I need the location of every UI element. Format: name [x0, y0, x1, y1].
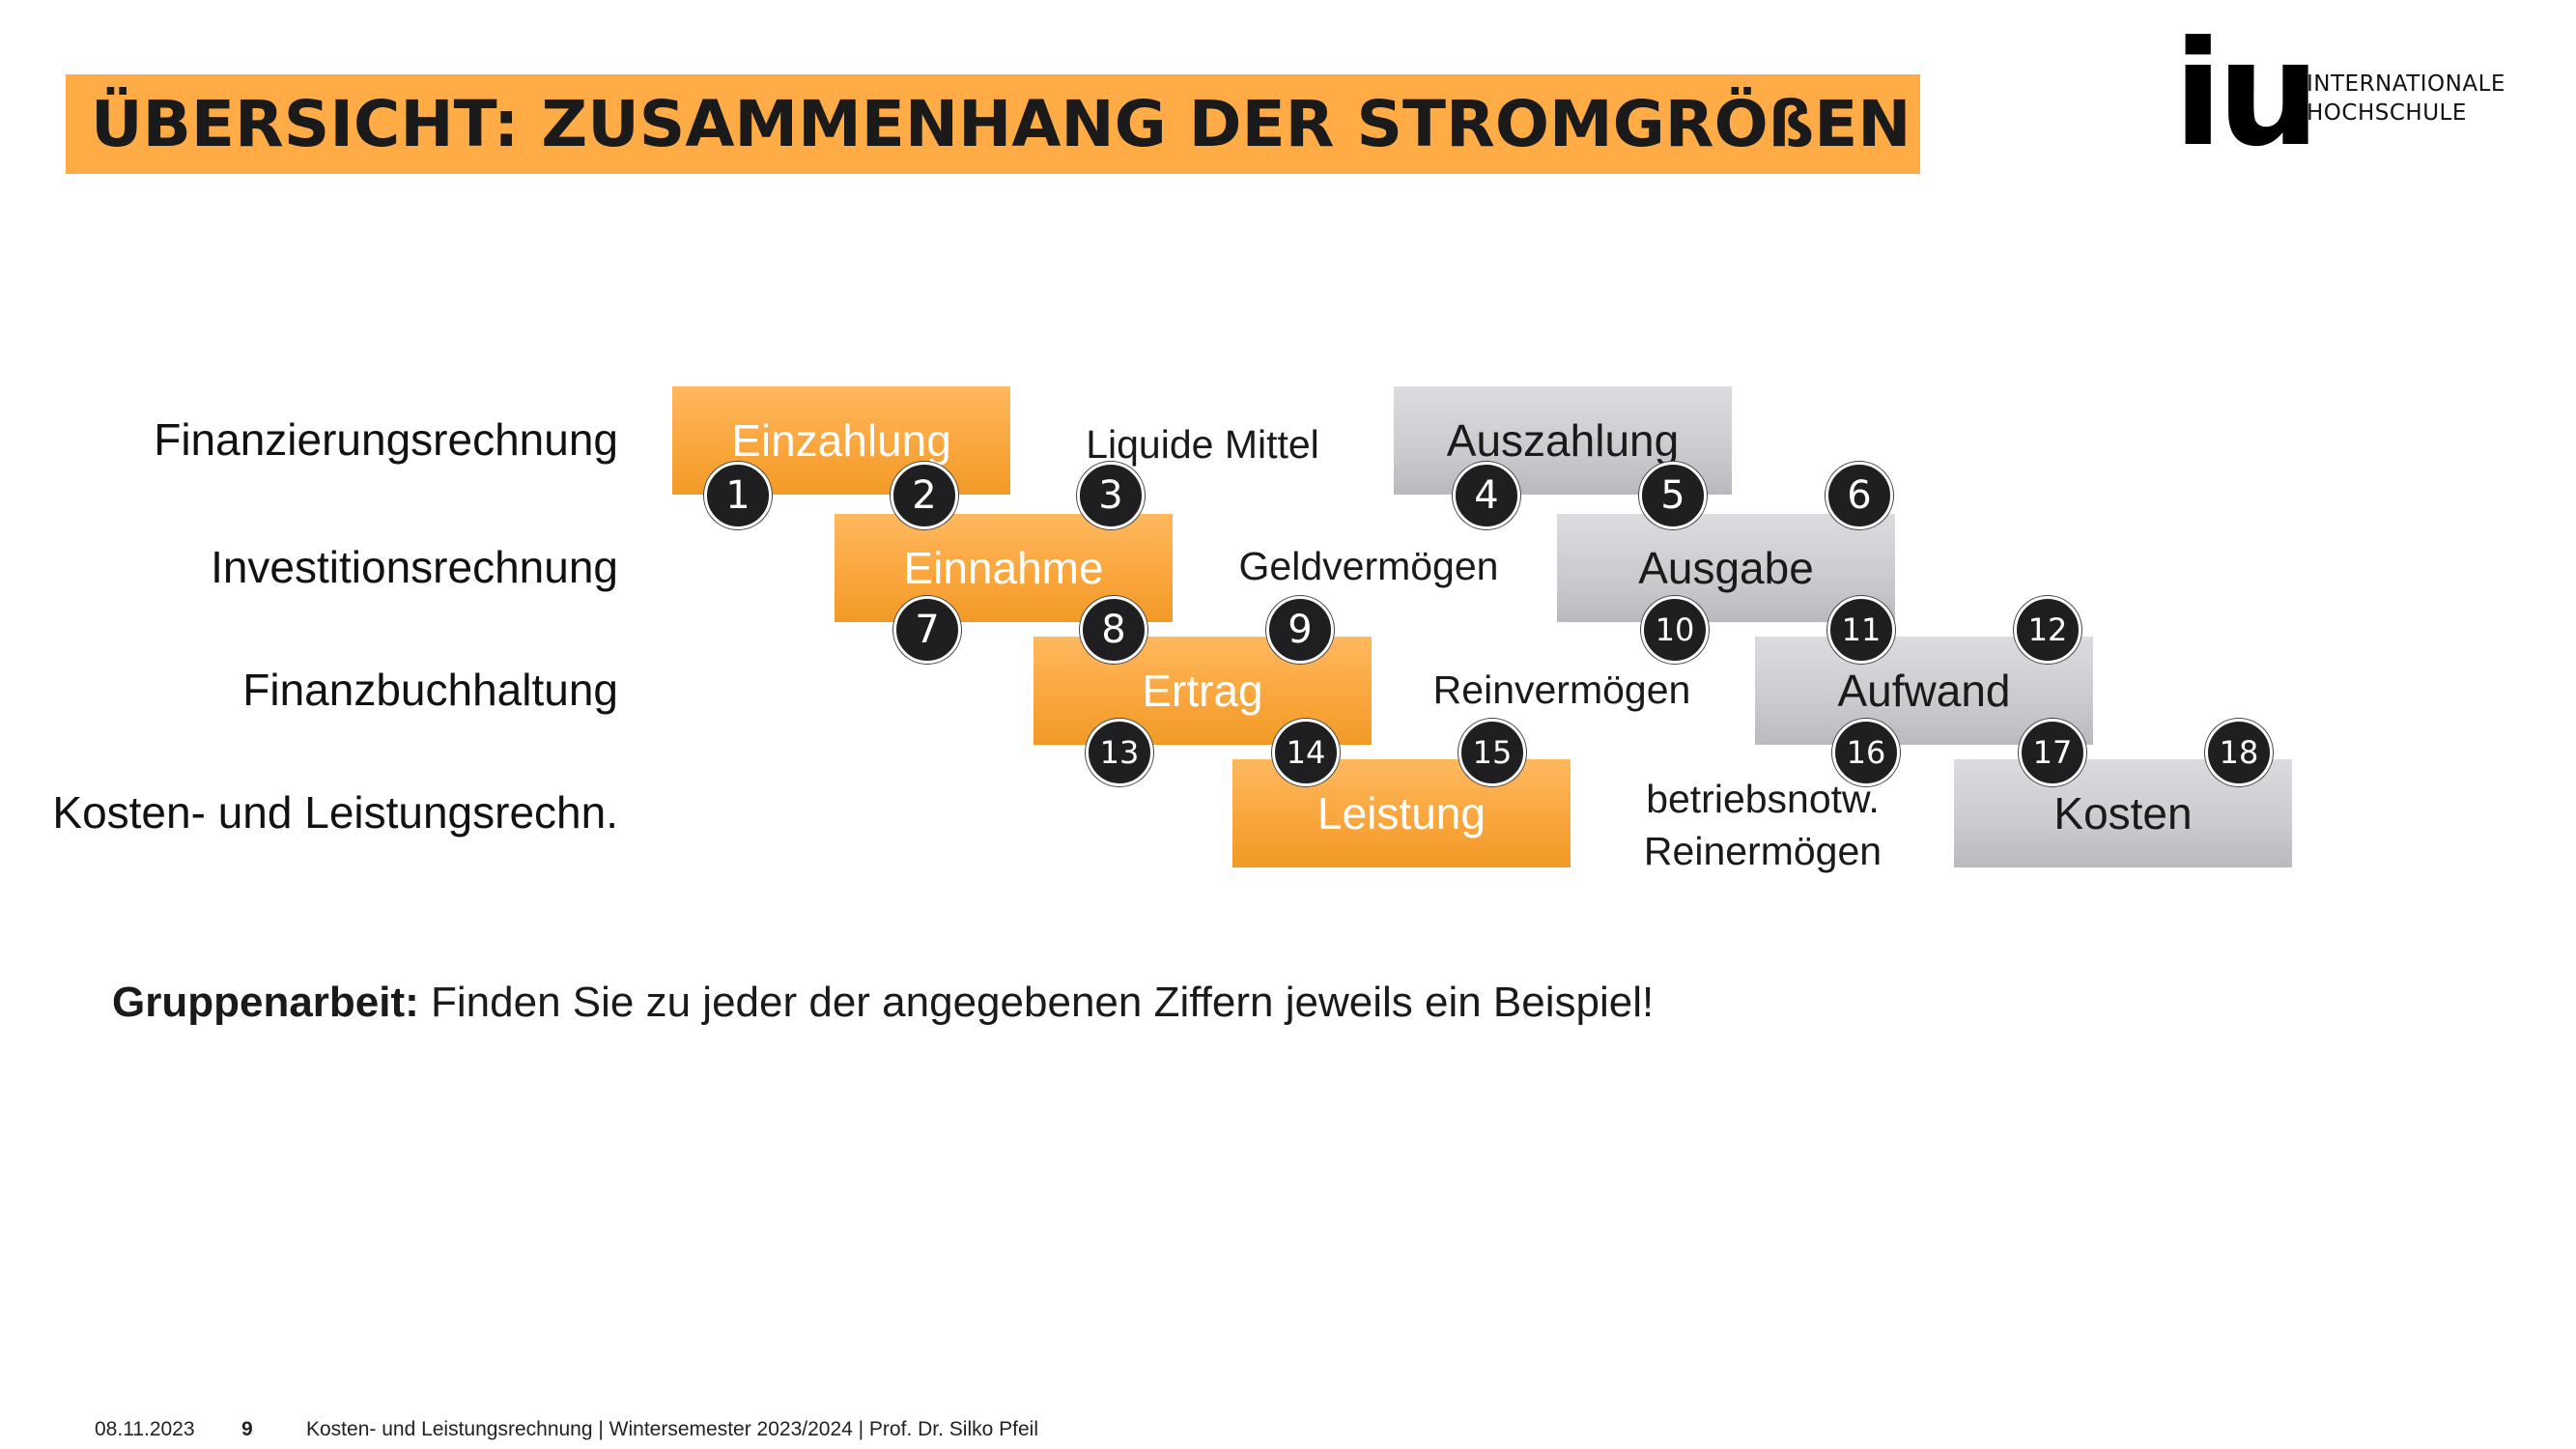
number-badge: 7 [893, 596, 961, 664]
footer-page-number: 9 [241, 1418, 253, 1440]
number-badge: 2 [891, 462, 958, 529]
number-badge: 16 [1832, 719, 1900, 786]
row-label-finanzierungsrechnung: Finanzierungsrechnung [154, 414, 618, 465]
number-badge: 4 [1453, 462, 1520, 529]
page-title: ÜBERSICHT: ZUSAMMENHANG DER STROMGRÖßEN [91, 87, 1911, 161]
number-badge: 18 [2205, 719, 2273, 786]
stock-betriebsnotw-reinvermoegen: betriebsnotw. Reinermögen [1608, 773, 1917, 877]
number-badge: 3 [1077, 462, 1145, 529]
logo-line-2: HOCHSCHULE [2307, 100, 2467, 126]
number-badge: 9 [1266, 596, 1334, 664]
group-task-label: Gruppenarbeit: [112, 979, 419, 1026]
number-badge: 8 [1080, 596, 1147, 664]
group-task-text: Finden Sie zu jeder der angegebenen Ziff… [418, 979, 1655, 1026]
row-label-finanzbuchhaltung: Finanzbuchhaltung [242, 665, 618, 715]
number-badge: 12 [2014, 596, 2081, 664]
number-badge: 5 [1639, 462, 1707, 529]
box-aufwand: Aufwand [1755, 637, 2093, 745]
number-badge: 15 [1458, 719, 1526, 786]
number-badge: 14 [1272, 719, 1340, 786]
logo-line-1: INTERNATIONALE [2307, 71, 2505, 97]
number-badge: 10 [1641, 596, 1709, 664]
stock-geldvermoegen: Geldvermögen [1238, 544, 1499, 588]
box-kosten: Kosten [1954, 759, 2292, 867]
row-label-kosten-leistungsrechnung: Kosten- und Leistungsrechn. [52, 787, 618, 838]
footer-date: 08.11.2023 [95, 1418, 195, 1440]
stock-line-2: Reinermögen [1643, 829, 1882, 873]
iu-logo-mark: iu [2173, 11, 2320, 179]
number-badge: 11 [1827, 596, 1895, 664]
number-badge: 13 [1086, 719, 1153, 786]
stock-reinvermoegen: Reinvermögen [1432, 668, 1691, 712]
number-badge: 17 [2019, 719, 2086, 786]
stock-line-1: betriebsnotw. [1646, 777, 1880, 821]
title-bar [66, 74, 1920, 174]
number-badge: 6 [1826, 462, 1893, 529]
number-badge: 1 [704, 462, 772, 529]
group-task: Gruppenarbeit: Finden Sie zu jeder der a… [112, 974, 1654, 1032]
iu-logo-text: INTERNATIONALE HOCHSCHULE [2307, 70, 2505, 128]
stock-liquide-mittel: Liquide Mittel [1086, 422, 1319, 467]
row-label-investitionsrechnung: Investitionsrechnung [211, 542, 618, 592]
footer-course: Kosten- und Leistungsrechnung | Winterse… [306, 1418, 1038, 1440]
